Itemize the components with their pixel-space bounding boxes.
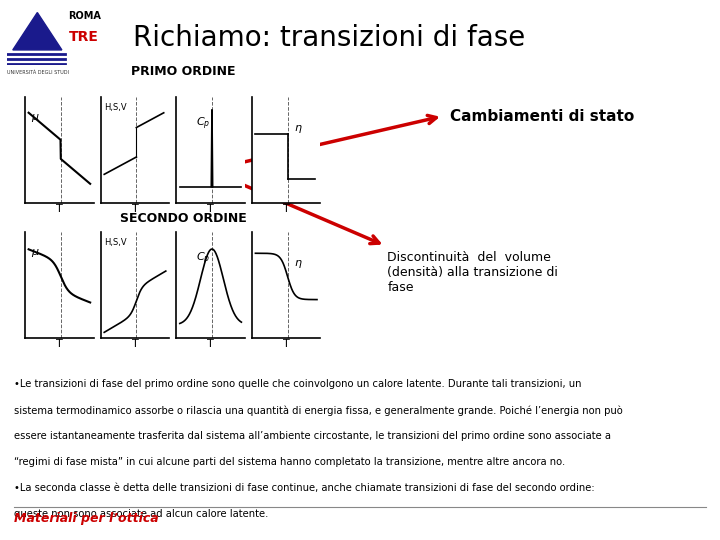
X-axis label: T: T [56, 204, 63, 214]
Text: H,S,V: H,S,V [104, 238, 127, 247]
Text: queste non sono associate ad alcun calore latente.: queste non sono associate ad alcun calor… [14, 509, 269, 519]
X-axis label: T: T [56, 339, 63, 349]
Text: $\mu$: $\mu$ [31, 112, 40, 124]
X-axis label: T: T [132, 204, 138, 214]
Text: •La seconda classe è detta delle transizioni di fase continue, anche chiamate tr: •La seconda classe è detta delle transiz… [14, 483, 595, 493]
Text: $C_p$: $C_p$ [196, 251, 210, 267]
Polygon shape [13, 12, 62, 50]
X-axis label: T: T [283, 204, 289, 214]
Text: Cambiamenti di stato: Cambiamenti di stato [450, 109, 634, 124]
X-axis label: T: T [283, 339, 289, 349]
Text: $C_p$: $C_p$ [196, 116, 210, 132]
Text: sistema termodinamico assorbe o rilascia una quantità di energia fissa, e genera: sistema termodinamico assorbe o rilascia… [14, 405, 623, 415]
Text: “regimi di fase mista” in cui alcune parti del sistema hanno completato la trans: “regimi di fase mista” in cui alcune par… [14, 457, 566, 467]
Text: $\mu$: $\mu$ [31, 247, 40, 259]
X-axis label: T: T [132, 339, 138, 349]
X-axis label: T: T [207, 339, 214, 349]
Text: $\eta$: $\eta$ [294, 258, 303, 270]
Text: PRIMO ORDINE: PRIMO ORDINE [131, 65, 236, 78]
Text: Richiamo: transizioni di fase: Richiamo: transizioni di fase [133, 24, 526, 52]
Text: SECONDO ORDINE: SECONDO ORDINE [120, 212, 247, 225]
Text: UNIVERSITÀ DEGLI STUDI: UNIVERSITÀ DEGLI STUDI [7, 70, 69, 75]
Text: •Le transizioni di fase del primo ordine sono quelle che coinvolgono un calore l: •Le transizioni di fase del primo ordine… [14, 379, 582, 389]
Text: Discontinuità  del  volume
(densità) alla transizione di
fase: Discontinuità del volume (densità) alla … [387, 251, 558, 294]
Text: Materiali per l’ottica: Materiali per l’ottica [14, 512, 159, 525]
Text: $\eta$: $\eta$ [294, 123, 303, 135]
Text: ROMA: ROMA [68, 11, 102, 22]
Text: TRE: TRE [68, 30, 99, 44]
Text: H,S,V: H,S,V [104, 103, 127, 112]
X-axis label: T: T [207, 204, 214, 214]
Text: essere istantaneamente trasferita dal sistema all’ambiente circostante, le trans: essere istantaneamente trasferita dal si… [14, 431, 611, 441]
